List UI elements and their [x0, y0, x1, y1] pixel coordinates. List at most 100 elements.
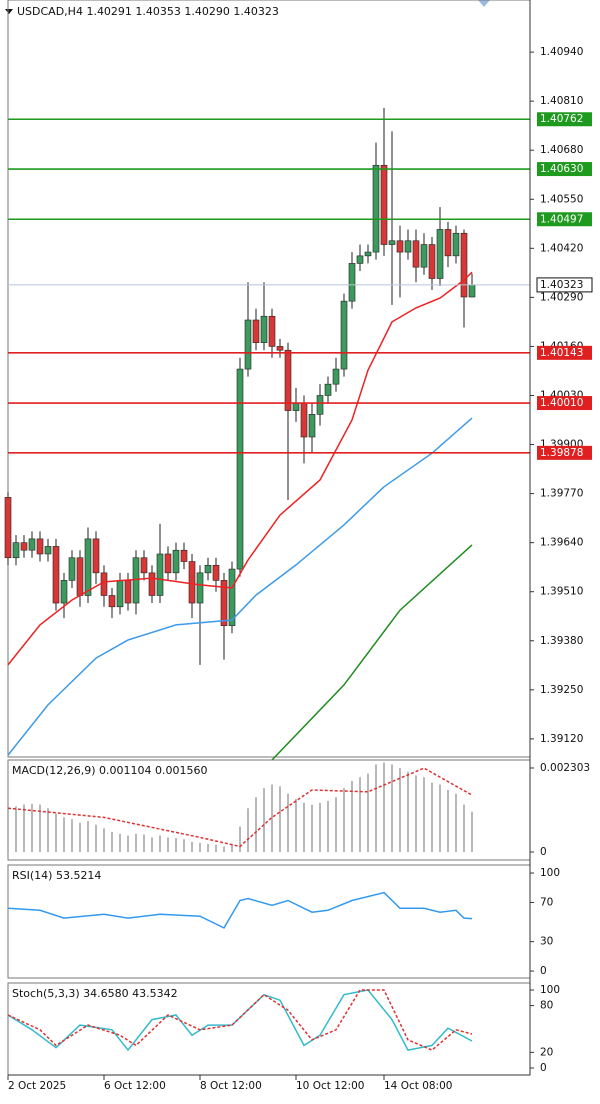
y-tick-label: 100 — [540, 984, 560, 996]
candle-body — [84, 538, 92, 596]
macd-bar — [47, 808, 49, 853]
price-level-box — [537, 345, 592, 360]
candle-body — [452, 232, 460, 257]
price-level-box — [537, 112, 592, 127]
macd-bar — [79, 822, 81, 853]
y-tick-label: 0 — [540, 1062, 547, 1074]
y-tick-label: 1.39250 — [540, 684, 583, 696]
candle-body — [124, 580, 132, 604]
macd-bar — [7, 808, 9, 853]
price-level-label: 1.40143 — [540, 347, 583, 359]
macd-bar — [63, 817, 65, 853]
price-level-label: 1.40010 — [540, 397, 583, 409]
candle-body — [444, 229, 452, 257]
candle-body — [260, 315, 268, 343]
macd-bar — [431, 782, 433, 853]
macd-bar — [295, 799, 297, 853]
panel-title: MACD(12,26,9) 0.001104 0.001560 — [12, 764, 208, 777]
indicator-line — [271, 544, 473, 761]
candle-body — [4, 497, 12, 559]
candle-body — [436, 229, 444, 279]
macd-bar — [135, 833, 137, 853]
panel-title: Stoch(5,3,3) 34.6580 43.5342 — [12, 987, 178, 1000]
candle-body — [332, 368, 340, 385]
macd-bar — [127, 835, 129, 853]
menu-arrow[interactable] — [5, 9, 13, 14]
macd-bar — [423, 777, 425, 853]
macd-bar — [239, 826, 241, 853]
candle-body — [188, 561, 196, 604]
macd-bar — [287, 793, 289, 853]
macd-bar — [231, 844, 233, 853]
macd-bar — [367, 773, 369, 853]
current-price-box — [536, 277, 593, 293]
candle-body — [60, 580, 68, 604]
macd-bar — [415, 775, 417, 853]
macd-bar — [279, 786, 281, 853]
macd-bar — [263, 788, 265, 853]
y-tick-label: 1.40680 — [540, 144, 583, 156]
candle-body — [204, 564, 212, 574]
macd-bar — [463, 804, 465, 853]
macd-bar — [271, 784, 273, 853]
candle-body — [396, 240, 404, 253]
candle-body — [196, 572, 204, 604]
candle-body — [292, 402, 300, 411]
candle-body — [356, 255, 364, 264]
macd-bar — [167, 837, 169, 853]
macd-bar — [407, 771, 409, 853]
candle-body — [244, 319, 252, 370]
candle-body — [316, 395, 324, 415]
panel-title: USDCAD,H4 1.40291 1.40353 1.40290 1.4032… — [17, 5, 279, 18]
y-tick-label: 30 — [540, 936, 553, 948]
y-tick-label: 1.40810 — [540, 95, 583, 107]
candle-body — [92, 538, 100, 574]
macd-bar — [199, 842, 201, 853]
price-level-box — [537, 396, 592, 411]
macd-bar — [151, 837, 153, 853]
candle-body — [12, 542, 20, 559]
macd-bar — [375, 764, 377, 853]
macd-bar — [399, 768, 401, 853]
shift-marker — [478, 0, 490, 7]
candle-body — [228, 568, 236, 626]
candle-body — [268, 315, 276, 347]
macd-bar — [391, 764, 393, 853]
y-tick-label: 1.39380 — [540, 635, 583, 647]
price-level-label: 1.40762 — [540, 113, 583, 125]
macd-bar — [39, 804, 41, 853]
macd-bar — [455, 793, 457, 853]
macd-bar — [447, 789, 449, 853]
y-tick-label: 0 — [540, 965, 547, 977]
x-tick-label: 2 Oct 2025 — [8, 1080, 66, 1092]
y-tick-label: 1.40940 — [540, 46, 583, 58]
y-tick-label: 1.39510 — [540, 586, 583, 598]
macd-bar — [111, 831, 113, 853]
macd-bar — [55, 813, 57, 853]
candle-body — [172, 549, 180, 574]
indicator-line — [7, 271, 473, 666]
macd-bar — [247, 808, 249, 853]
price-level-box — [537, 162, 592, 177]
y-tick-label: 1.40290 — [540, 291, 583, 303]
candle-body — [116, 580, 124, 608]
y-tick-label: 0.002303 — [540, 762, 590, 774]
macd-bar — [383, 762, 385, 853]
y-tick-label: 1.40550 — [540, 193, 583, 205]
macd-bar — [183, 839, 185, 853]
macd-bar — [351, 780, 353, 853]
macd-bar — [311, 804, 313, 853]
candle-body — [108, 595, 116, 608]
macd-bar — [103, 828, 105, 853]
macd-bar — [143, 834, 145, 853]
macd-bar — [175, 838, 177, 853]
macd-bar — [159, 835, 161, 853]
y-tick-label: 80 — [540, 1000, 553, 1012]
candle-body — [380, 164, 388, 245]
candle-body — [236, 368, 244, 570]
price-level-box — [537, 212, 592, 227]
candle-body — [428, 244, 436, 279]
y-tick-label: 100 — [540, 867, 560, 879]
